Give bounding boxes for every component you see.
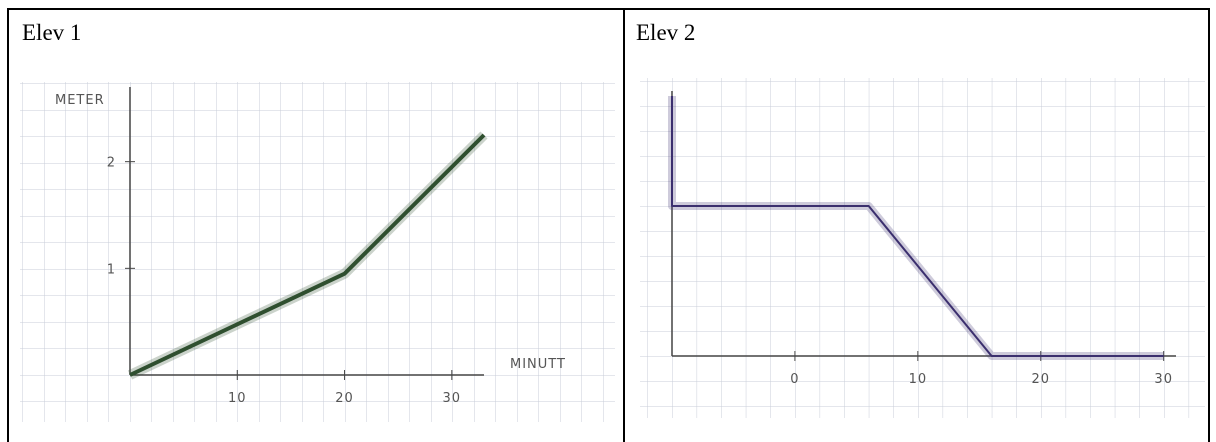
chart-title: Elev 1 bbox=[22, 20, 81, 45]
graph-paper bbox=[640, 78, 1205, 418]
x-tick-label: 30 bbox=[443, 391, 462, 406]
data-line bbox=[129, 133, 486, 377]
x-tick-label: 0 bbox=[790, 372, 799, 387]
x-tick-label: 10 bbox=[228, 391, 247, 406]
y-axis-label: METER bbox=[55, 93, 105, 108]
chart-title: Elev 2 bbox=[636, 20, 695, 45]
graph-paper bbox=[20, 82, 615, 422]
x-axis-label: MINUTT bbox=[510, 357, 566, 372]
data-line bbox=[671, 96, 1164, 357]
x-tick-label: 10 bbox=[909, 372, 928, 387]
x-tick-label: 30 bbox=[1154, 372, 1173, 387]
x-tick-label: 20 bbox=[335, 391, 354, 406]
y-tick-label: 2 bbox=[107, 156, 116, 171]
table-border bbox=[7, 8, 1210, 442]
y-tick-label: 1 bbox=[107, 262, 116, 277]
x-tick-label: 20 bbox=[1032, 372, 1051, 387]
